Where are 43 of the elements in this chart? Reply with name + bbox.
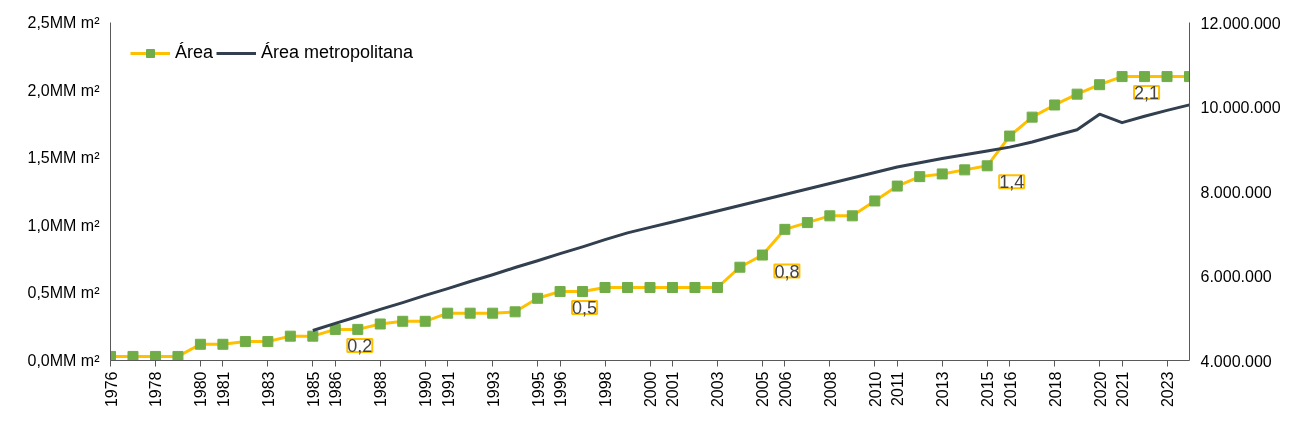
x-tick-label: 2015 xyxy=(979,371,997,408)
x-tick-label: 1990 xyxy=(417,371,435,408)
x-tick-label: 1978 xyxy=(147,371,165,408)
y-tick-label: 0,5MM m² xyxy=(27,284,101,302)
x-tick-label: 2011 xyxy=(889,371,907,406)
x-tick-label: 1980 xyxy=(192,371,210,408)
x-tick-label: 2016 xyxy=(1001,371,1019,408)
y2-tick-label: 6.000.000 xyxy=(1200,268,1272,285)
x-tick-label: 1998 xyxy=(597,371,615,408)
x-tick-label: 2010 xyxy=(866,371,884,408)
y-tick-label: 2,0MM m² xyxy=(27,81,101,99)
x-tick-label: 2006 xyxy=(776,371,794,408)
y-tick-label: 0,0MM m² xyxy=(27,352,101,369)
x-tick-label: 2023 xyxy=(1159,371,1177,408)
y-tick-label: 1,0MM m² xyxy=(27,216,101,234)
x-tick-label: 2005 xyxy=(754,371,772,408)
x-tick-label: 1981 xyxy=(214,371,232,408)
x-tick-label: 2008 xyxy=(821,371,839,408)
y2-tick-label: 8.000.000 xyxy=(1200,183,1272,201)
y2-tick-label: 10.000.000 xyxy=(1200,99,1281,116)
x-tick-label: 1995 xyxy=(529,371,547,408)
x-tick-label: 1986 xyxy=(327,371,345,408)
legend-label: Área metropolitana xyxy=(261,42,414,63)
x-tick-label: 2021 xyxy=(1114,371,1132,408)
x-tick-label: 1996 xyxy=(552,371,570,408)
x-tick-label: 1988 xyxy=(372,371,390,408)
x-tick-label: 2013 xyxy=(934,371,952,408)
x-tick-label: 2000 xyxy=(642,371,659,408)
data-label: 2,1 xyxy=(1134,83,1160,104)
x-tick-label: 1985 xyxy=(304,371,322,408)
y2-tick-label: 4.000.000 xyxy=(1200,352,1272,370)
legend-label: Área xyxy=(175,42,214,63)
x-tick-label: 1976 xyxy=(102,371,120,408)
x-tick-label: 1993 xyxy=(484,371,502,408)
x-tick-label: 2001 xyxy=(664,371,682,408)
y-tick-label: 2,5MM m² xyxy=(27,14,101,31)
x-tick-label: 1983 xyxy=(259,371,277,408)
x-tick-label: 2018 xyxy=(1046,371,1064,408)
x-tick-label: 2003 xyxy=(709,371,727,408)
y2-tick-label: 12.000.000 xyxy=(1200,14,1281,32)
x-tick-label: 1991 xyxy=(439,371,457,408)
x-tick-label: 2020 xyxy=(1091,371,1109,408)
y-tick-label: 1,5MM m² xyxy=(27,149,101,167)
